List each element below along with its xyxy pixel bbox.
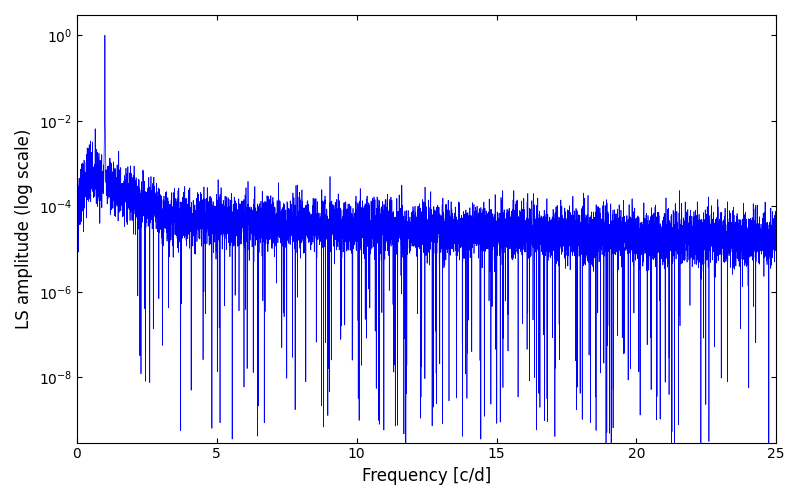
X-axis label: Frequency [c/d]: Frequency [c/d] (362, 467, 491, 485)
Y-axis label: LS amplitude (log scale): LS amplitude (log scale) (15, 128, 33, 329)
